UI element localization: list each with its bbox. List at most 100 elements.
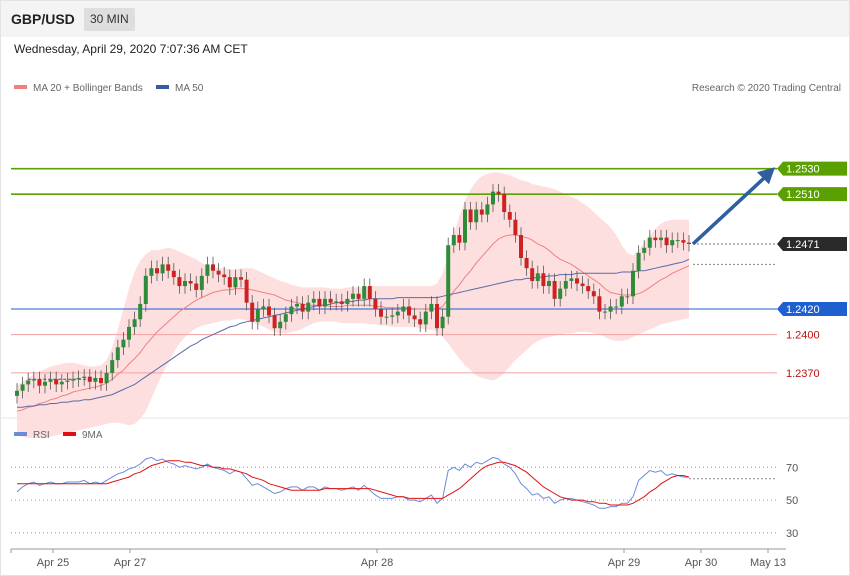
candle-body <box>104 372 109 384</box>
forecast-arrow-shaft <box>691 175 767 246</box>
credit-text: Research © 2020 Trading Central <box>692 83 841 94</box>
legend-label-ma50: MA 50 <box>175 83 204 94</box>
candle-body <box>670 240 675 246</box>
x-tick-label: Apr 25 <box>37 557 69 569</box>
candle-body <box>345 298 350 304</box>
candle-body <box>166 264 171 271</box>
candle-body <box>681 240 686 243</box>
candle-body <box>20 384 25 391</box>
candle-body <box>59 381 64 385</box>
level-tag-1.2530 <box>777 161 847 176</box>
candle-body <box>636 252 641 271</box>
candle-body <box>507 212 512 220</box>
candle-body <box>485 204 490 215</box>
candle-body <box>65 380 70 382</box>
candle-body <box>306 302 311 312</box>
candle-body <box>496 191 501 195</box>
candle-body <box>356 293 361 299</box>
candle-body <box>653 237 658 241</box>
candle-body <box>535 273 540 281</box>
candle-body <box>54 379 59 385</box>
candle-body <box>379 309 383 317</box>
price-panel: 1.2530 1.2510 1.2471 1.2420 1.2400 1.2370 <box>11 161 847 438</box>
candle-body <box>390 315 395 317</box>
candle-body <box>541 273 546 287</box>
candle-body <box>384 316 389 318</box>
level-tag-1.2510 <box>777 187 847 202</box>
legend-swatch-ma20 <box>14 85 27 89</box>
x-tick-label: May 13 <box>750 557 786 569</box>
x-tick-label: Apr 28 <box>361 557 393 569</box>
candle-body <box>317 298 322 307</box>
forecast-arrow-head <box>757 167 775 185</box>
candle-body <box>227 277 232 288</box>
legend-label-9ma: 9MA <box>82 430 103 441</box>
candle-body <box>143 275 148 304</box>
candle-body <box>440 316 445 329</box>
candle-body <box>586 286 591 292</box>
candle-body <box>115 347 120 361</box>
candle-body <box>87 376 92 382</box>
candle-body <box>149 268 154 276</box>
level-tag-1.2420 <box>777 302 847 317</box>
legend-swatch-rsi <box>14 432 27 436</box>
candle-body <box>278 321 283 329</box>
candle-body <box>513 219 518 236</box>
candle-body <box>631 270 635 297</box>
rsi-line <box>16 456 689 509</box>
candle-body <box>524 258 529 269</box>
candle-body <box>93 377 98 382</box>
candle-body <box>446 245 451 317</box>
candle-body <box>127 326 131 340</box>
candle-body <box>687 242 691 244</box>
candle-body <box>138 303 143 320</box>
rsi-tick-label-70: 70 <box>786 462 798 474</box>
candle-body <box>457 235 462 243</box>
candle-body <box>664 237 669 246</box>
level-label-1.2370: 1.2370 <box>786 368 820 380</box>
rsi-tick-label-50: 50 <box>786 495 798 507</box>
candle-body <box>418 319 423 325</box>
candle-body <box>625 296 630 298</box>
candle-body <box>468 209 473 223</box>
candle-body <box>255 309 260 322</box>
candle-body <box>395 311 400 316</box>
candle-body <box>171 270 176 278</box>
candle-body <box>250 302 255 322</box>
candle-body <box>362 286 367 299</box>
candle-body <box>463 209 467 243</box>
candle-body <box>222 274 227 278</box>
candle-body <box>233 277 238 288</box>
candle-body <box>328 298 333 303</box>
candle-body <box>300 303 305 312</box>
candle-body <box>155 268 159 274</box>
candle-body <box>423 311 428 325</box>
candle-body <box>569 278 574 281</box>
rsi-9ma-line <box>17 460 690 506</box>
candle-body <box>48 379 53 382</box>
rsi-panel: 70 50 30 <box>11 456 798 540</box>
level-label-1.2400: 1.2400 <box>786 330 820 342</box>
timeframe-badge[interactable]: 30 MIN <box>84 8 135 31</box>
candle-body <box>580 283 585 287</box>
candle-body <box>334 301 339 303</box>
price-legend: MA 20 + Bollinger Bands MA 50 Research ©… <box>14 83 841 94</box>
report-datetime: Wednesday, April 29, 2020 7:07:36 AM CET <box>14 42 248 56</box>
candle-body <box>295 303 299 307</box>
candle-body <box>177 277 182 287</box>
candle-body <box>211 264 215 271</box>
top-bar: GBP/USD 30 MIN <box>1 1 849 37</box>
candle-body <box>37 379 42 386</box>
candle-body <box>591 291 596 297</box>
candle-body <box>558 288 563 299</box>
candle-body <box>675 240 680 242</box>
candle-body <box>244 279 249 303</box>
candle-body <box>614 306 619 308</box>
level-label-1.2471: 1.2471 <box>786 239 820 251</box>
candle-body <box>121 339 126 348</box>
candle-body <box>603 311 607 313</box>
candle-body <box>216 270 221 275</box>
candle-body <box>339 301 344 304</box>
candle-body <box>15 390 19 396</box>
